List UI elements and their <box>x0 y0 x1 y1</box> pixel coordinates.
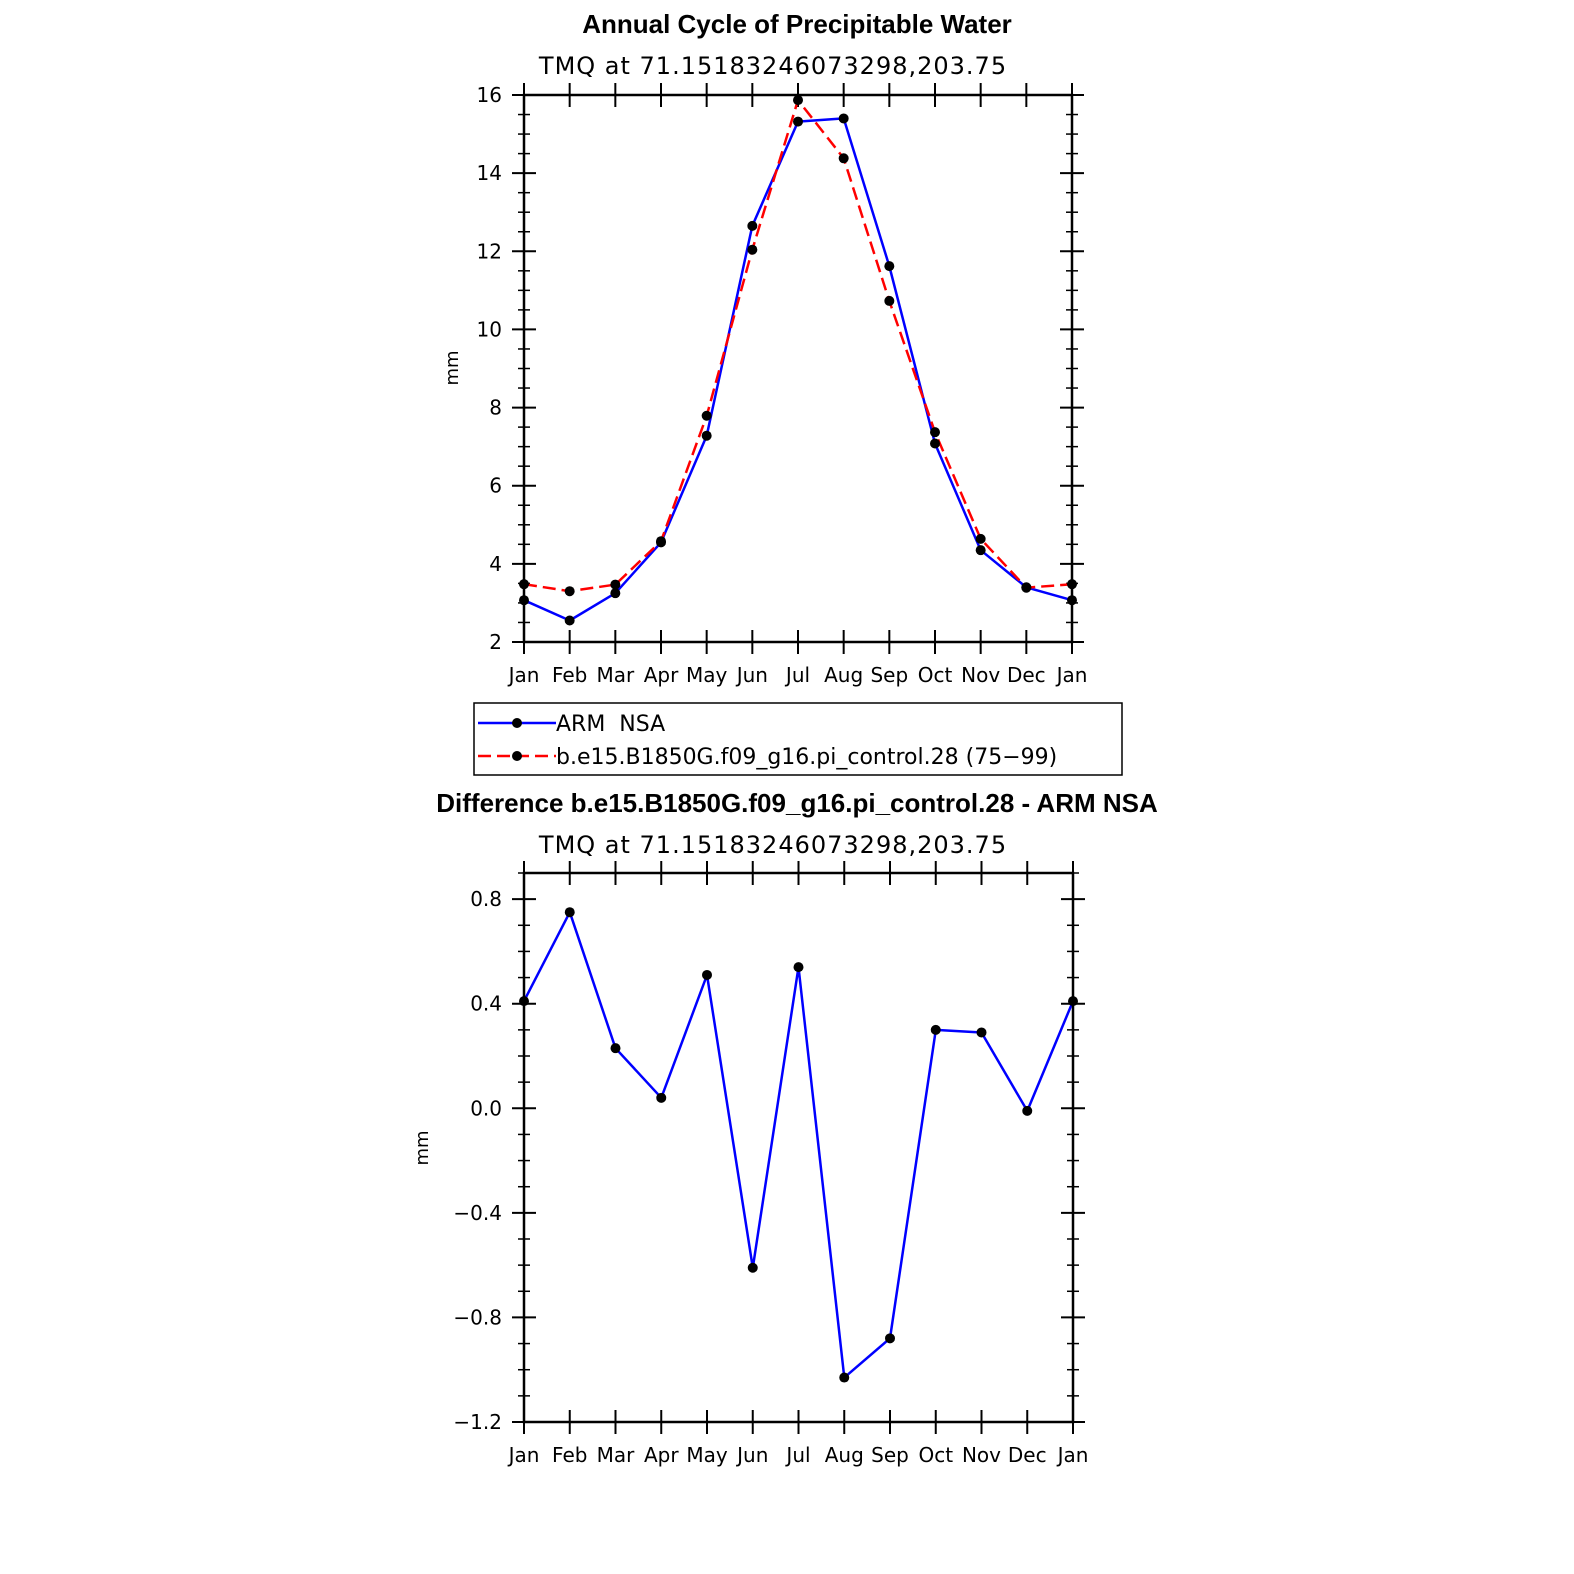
data-point <box>656 536 666 547</box>
x-tick-label: Feb <box>552 663 587 687</box>
data-point <box>1021 582 1032 593</box>
x-tick-label: Dec <box>1008 1443 1047 1467</box>
x-tick-label: May <box>686 663 728 687</box>
data-point <box>564 586 575 597</box>
x-tick-label: Jul <box>784 1443 810 1467</box>
y-tick-label: 4 <box>489 552 502 576</box>
x-tick-label: Mar <box>596 663 635 687</box>
series-line-0 <box>522 910 1075 1379</box>
legend-label: ARM NSA <box>556 712 665 737</box>
x-tick-label: Aug <box>824 663 863 687</box>
x-tick-label: Oct <box>918 1443 953 1467</box>
x-tick-label: Sep <box>871 1443 909 1467</box>
plot-frame <box>522 871 1075 1424</box>
x-tick-label: Dec <box>1007 663 1046 687</box>
chart-title: Difference b.e15.B1850G.f09_g16.pi_contr… <box>436 788 1158 818</box>
x-tick-label: Sep <box>870 663 908 687</box>
x-tick-label: Nov <box>962 1443 1001 1467</box>
data-point <box>747 220 758 231</box>
data-point <box>884 295 895 306</box>
chart-marks <box>519 907 1078 1383</box>
y-tick-label: 0.8 <box>470 887 502 911</box>
x-tick-label: Jun <box>735 663 768 687</box>
chart-marks <box>519 95 1077 626</box>
y-axis-label: mm <box>442 350 463 385</box>
plot-frame <box>522 93 1074 644</box>
y-tick-label: 6 <box>489 474 502 498</box>
data-point <box>793 116 803 127</box>
difference-chart: Difference b.e15.B1850G.f09_g16.pi_contr… <box>412 788 1158 1467</box>
data-point <box>1022 1105 1033 1116</box>
chart-title: Annual Cycle of Precipitable Water <box>582 9 1012 39</box>
y-tick-label: 2 <box>489 630 502 654</box>
x-tick-label: Jan <box>1055 663 1088 687</box>
data-point <box>656 1092 667 1103</box>
data-point <box>930 438 940 449</box>
data-point <box>975 545 986 556</box>
y-tick-label: 0.0 <box>470 1096 502 1120</box>
x-tick-label: Jan <box>507 1443 540 1467</box>
legend: ARM NSA b.e15.B1850G.f09_g16.pi_control.… <box>473 702 1123 776</box>
x-tick-label: Apr <box>644 663 679 687</box>
data-point <box>564 907 575 918</box>
y-tick-label: −0.8 <box>453 1305 502 1329</box>
x-tick-label: Feb <box>552 1443 587 1467</box>
data-point <box>975 533 986 544</box>
series-line-0 <box>523 117 1073 622</box>
x-tick-label: Jan <box>507 663 540 687</box>
data-point <box>610 1043 621 1054</box>
legend-label: b.e15.B1850G.f09_g16.pi_control.28 (75−9… <box>556 745 1057 770</box>
y-axis-label: mm <box>412 1130 433 1165</box>
data-point <box>610 588 621 599</box>
y-tick-label: 0.4 <box>470 992 502 1016</box>
data-point <box>838 113 849 124</box>
x-tick-label: Mar <box>597 1443 636 1467</box>
x-tick-label: Jun <box>735 1443 768 1467</box>
series-line-1 <box>523 98 1073 593</box>
legend-swatch-marker <box>512 718 522 728</box>
axis-ticks: Jan Feb Mar Apr May Jun Jul Aug Sep Oct Nov Dec Jan 1… <box>477 83 1088 687</box>
data-point <box>793 95 803 106</box>
data-point <box>702 969 712 980</box>
data-point <box>610 579 621 590</box>
data-point <box>564 615 575 626</box>
x-tick-label: Oct <box>918 663 953 687</box>
y-tick-label: 8 <box>489 396 502 420</box>
data-point <box>747 244 758 255</box>
chart-subtitle: TMQ at 71.15183246073298,203.75 <box>538 831 1007 859</box>
data-point <box>976 1027 987 1038</box>
data-point <box>930 427 940 438</box>
x-tick-label: May <box>686 1443 728 1467</box>
y-tick-label: −1.2 <box>453 1410 502 1434</box>
x-tick-label: Jul <box>784 663 810 687</box>
y-tick-label: 16 <box>477 83 502 107</box>
x-tick-label: Nov <box>961 663 1000 687</box>
y-tick-label: 10 <box>477 317 502 341</box>
y-tick-label: 12 <box>477 239 502 263</box>
y-tick-label: 14 <box>477 161 502 185</box>
y-tick-label: −0.4 <box>453 1201 502 1225</box>
legend-swatch-marker <box>512 751 522 761</box>
data-point <box>885 1333 895 1344</box>
legend-item-arm-nsa: ARM NSA <box>478 712 665 737</box>
data-point <box>838 153 849 164</box>
data-point <box>884 261 895 272</box>
axis-ticks: Jan Feb Mar Apr May Jun Jul Aug Sep Oct Nov Dec Jan 0… <box>453 861 1088 1467</box>
data-point <box>701 430 712 441</box>
data-point <box>839 1372 850 1383</box>
data-point <box>930 1024 941 1035</box>
annual-cycle-chart: Annual Cycle of Precipitable Water TMQ a… <box>442 9 1087 687</box>
x-tick-label: Jan <box>1056 1443 1089 1467</box>
data-point <box>747 1262 758 1273</box>
x-tick-label: Aug <box>825 1443 864 1467</box>
data-point <box>701 410 712 421</box>
x-tick-label: Apr <box>644 1443 679 1467</box>
legend-item-model: b.e15.B1850G.f09_g16.pi_control.28 (75−9… <box>478 745 1057 770</box>
data-point <box>793 962 804 973</box>
legend-box <box>473 702 1123 776</box>
chart-subtitle: TMQ at 71.15183246073298,203.75 <box>538 52 1007 80</box>
